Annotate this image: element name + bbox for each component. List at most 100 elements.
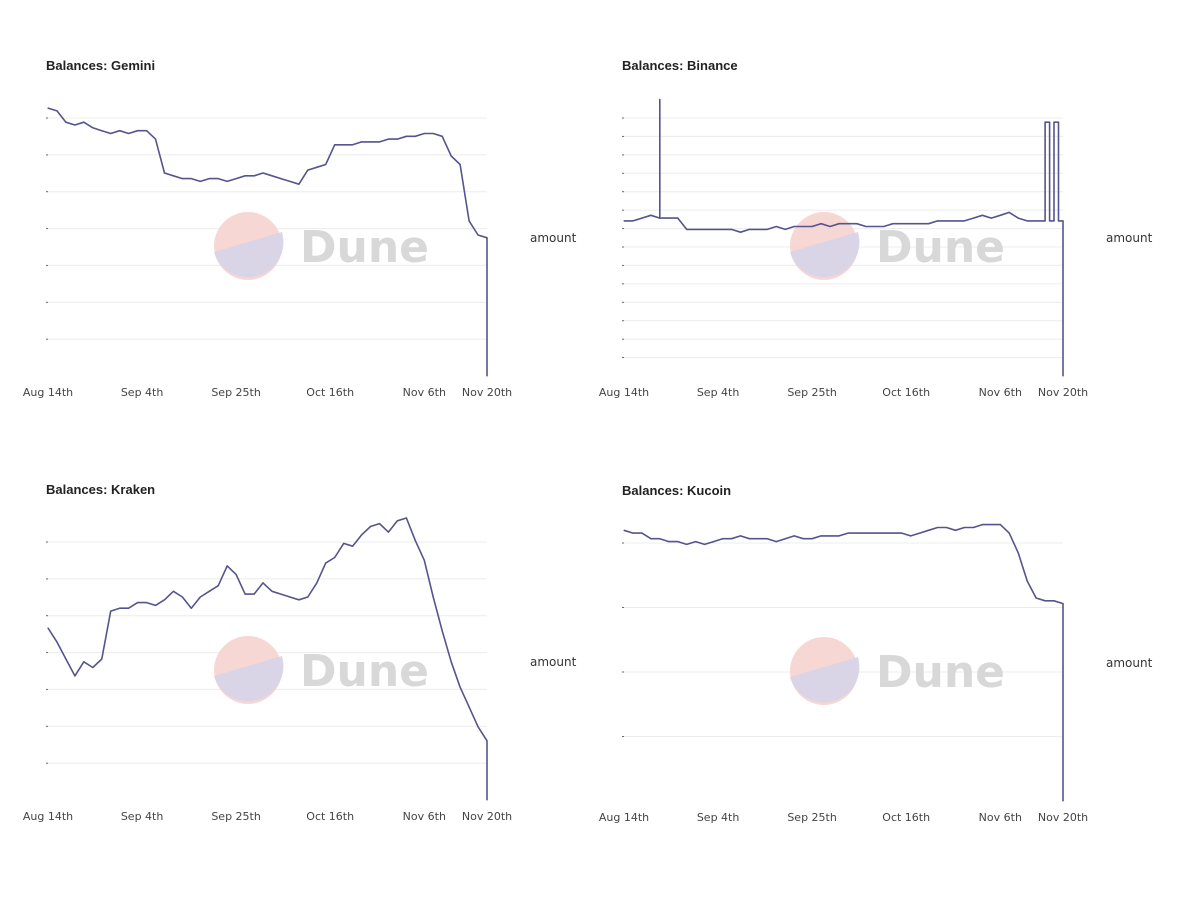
data-point — [838, 223, 840, 225]
x-tick-label: Sep 25th — [211, 386, 261, 399]
data-point — [369, 141, 372, 143]
data-point — [928, 529, 930, 531]
data-point — [405, 135, 407, 137]
data-point — [325, 562, 327, 564]
data-point — [713, 228, 715, 230]
data-point — [387, 138, 389, 140]
data-point — [623, 220, 625, 222]
x-tick-label: Sep 4th — [121, 810, 164, 823]
x-tick-label: Oct 16th — [882, 811, 930, 824]
data-point — [695, 541, 697, 543]
data-point — [325, 163, 327, 166]
data-point — [298, 183, 300, 185]
data-point — [378, 523, 381, 525]
data-point — [910, 535, 912, 537]
data-point — [838, 535, 840, 537]
data-point — [307, 169, 309, 171]
x-tick-label: Nov 20th — [462, 386, 512, 399]
data-point — [414, 540, 416, 542]
data-point — [713, 541, 715, 543]
data-point — [757, 228, 759, 230]
data-point — [262, 172, 264, 174]
dune-watermark: Dune — [790, 637, 1005, 705]
data-point — [217, 585, 219, 587]
data-point — [1057, 121, 1060, 123]
data-point — [307, 596, 309, 598]
data-point — [226, 565, 228, 567]
data-point — [784, 228, 786, 230]
data-point — [650, 538, 652, 540]
data-point — [208, 178, 210, 180]
dune-watermark: Dune — [214, 212, 429, 280]
data-point — [316, 166, 318, 168]
x-tick-label: Nov 20th — [1038, 811, 1088, 824]
data-point — [441, 135, 443, 137]
data-point — [468, 706, 470, 708]
data-point — [990, 217, 992, 219]
data-point — [74, 124, 76, 126]
data-point — [271, 590, 273, 592]
data-point — [856, 532, 858, 534]
data-point — [298, 599, 300, 601]
data-point — [423, 559, 425, 561]
x-tick-label: Nov 6th — [979, 386, 1022, 399]
data-point — [361, 141, 363, 143]
data-point — [883, 532, 885, 534]
data-point — [199, 596, 201, 598]
data-point — [154, 604, 157, 606]
data-point — [137, 130, 139, 132]
data-point — [972, 526, 974, 529]
x-tick-label: Sep 25th — [787, 386, 837, 399]
data-point — [128, 607, 130, 609]
watermark-text: Dune — [300, 646, 429, 697]
binance-chart: Dune Aug 14th Sep 4th Sep 25th Oct 16th Nov 6… — [599, 98, 1153, 399]
data-point — [641, 532, 643, 534]
x-tick-label: Aug 14th — [23, 386, 73, 399]
data-point — [1053, 121, 1055, 123]
data-point — [901, 223, 903, 225]
data-point — [334, 144, 336, 146]
data-point — [450, 661, 452, 663]
data-point — [119, 607, 121, 609]
data-point — [208, 590, 210, 592]
data-point — [486, 799, 488, 801]
data-point — [65, 658, 67, 660]
data-point — [432, 132, 434, 135]
x-tick-label: Nov 6th — [979, 811, 1022, 824]
data-point — [722, 538, 724, 540]
data-point — [793, 535, 795, 537]
data-point — [405, 517, 407, 519]
data-point — [677, 217, 679, 219]
data-point — [172, 590, 174, 592]
data-point — [47, 107, 49, 109]
data-point — [1062, 220, 1064, 222]
data-point — [1062, 603, 1064, 605]
data-point — [739, 535, 742, 537]
data-point — [56, 641, 58, 643]
data-point — [892, 532, 894, 534]
dune-watermark: Dune — [790, 212, 1005, 280]
data-point — [253, 593, 255, 595]
data-point — [369, 525, 372, 528]
data-point — [1017, 552, 1019, 554]
data-point — [163, 599, 166, 601]
data-point — [659, 99, 661, 101]
data-point — [441, 630, 443, 632]
data-point — [739, 231, 742, 233]
data-point — [668, 541, 670, 543]
data-point — [226, 180, 228, 182]
data-point — [343, 144, 345, 146]
data-point — [1044, 121, 1046, 123]
kraken-chart-panel: Balances: Kraken Dune Aug 14th Sep 4th Sep … — [0, 482, 577, 852]
data-point — [1053, 600, 1055, 602]
kucoin-chart-panel: Balances: Kucoin Dune Aug 14th Sep 4th Sep … — [576, 483, 1153, 853]
data-point — [101, 130, 103, 132]
data-point — [1062, 800, 1064, 802]
gemini-chart: Dune Aug 14th Sep 4th Sep 25th Oct 16th Nov 6… — [23, 107, 577, 399]
data-point — [901, 532, 903, 534]
data-point — [847, 532, 849, 534]
watermark-text: Dune — [876, 647, 1005, 698]
data-point — [811, 225, 813, 228]
data-point — [730, 538, 733, 540]
data-point — [110, 610, 112, 612]
